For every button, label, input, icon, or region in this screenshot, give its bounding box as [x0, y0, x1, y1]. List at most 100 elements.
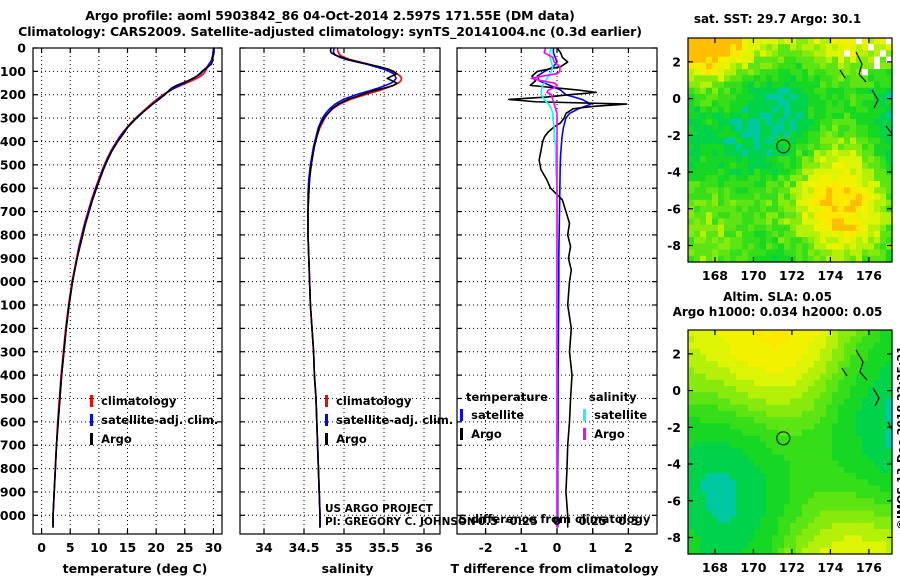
- map-cell: [850, 193, 857, 201]
- map-cell: [730, 44, 737, 52]
- map-cell: [820, 361, 827, 368]
- sst-map[interactable]: 168 170 172 174 176 2 0 -2 -4 -6 -8: [660, 30, 898, 292]
- map-cell: [694, 44, 701, 52]
- map-cell: [784, 485, 791, 493]
- map-cell: [880, 174, 887, 182]
- map-cell: [736, 212, 743, 220]
- map-cell: [880, 367, 887, 375]
- map-cell: [754, 466, 761, 474]
- legend-label-s-argo: Argo: [594, 427, 625, 441]
- map-cell: [796, 162, 803, 170]
- map-cell: [772, 50, 779, 58]
- map-cell: [700, 535, 707, 543]
- map-cell: [862, 255, 869, 263]
- map-cell: [862, 336, 869, 344]
- map-cell: [826, 125, 833, 132]
- map-cell: [766, 535, 773, 543]
- map-cell: [880, 112, 887, 120]
- map-cell: [724, 485, 731, 493]
- map-cell: [706, 243, 713, 251]
- map-cell: [706, 50, 713, 58]
- map-cell: [748, 193, 755, 201]
- map-cell: [820, 112, 827, 120]
- map-cell: [814, 187, 821, 195]
- map-cell: [700, 504, 707, 512]
- map-cell: [706, 535, 713, 543]
- map-cell: [832, 379, 839, 387]
- argo-position-marker[interactable]: [776, 139, 791, 154]
- map-cell: [712, 230, 719, 238]
- map-cell: [760, 181, 767, 188]
- map-cell: [820, 162, 827, 170]
- map-cell: [718, 410, 725, 418]
- map-cell: [766, 212, 773, 220]
- map-cell: [742, 460, 749, 468]
- map-cell: [838, 112, 845, 120]
- y-tick-label: 500: [0, 157, 26, 172]
- map-cell: [778, 547, 785, 555]
- map-cell: [814, 69, 821, 76]
- map-cell: [742, 106, 749, 114]
- map-cell: [736, 491, 743, 499]
- map-cell: [832, 460, 839, 468]
- map-cell: [880, 156, 887, 164]
- map-cell: [772, 156, 779, 164]
- map-cell: [784, 243, 791, 251]
- map-cell: [850, 460, 857, 468]
- map-cell: [862, 361, 869, 368]
- map-cell: [700, 429, 707, 437]
- map-cell: [742, 516, 749, 524]
- map-cell: [778, 187, 785, 195]
- map-cell: [700, 224, 707, 232]
- map-cell: [862, 373, 869, 381]
- map-cell: [820, 150, 827, 157]
- map-cell: [844, 193, 851, 201]
- map-cell: [790, 106, 797, 114]
- map-cell: [718, 473, 725, 480]
- map-cell: [700, 143, 707, 151]
- map-cell: [826, 442, 833, 449]
- map-cell: [778, 330, 785, 337]
- x-tick-label: 1: [588, 540, 597, 555]
- map-cell: [862, 69, 869, 76]
- map-cell: [718, 460, 725, 468]
- map-cell: [760, 38, 767, 45]
- map-cell: [790, 522, 797, 530]
- map-cell: [706, 466, 713, 474]
- map-cell: [760, 361, 767, 368]
- map-cell: [832, 423, 839, 431]
- map-cell: [724, 348, 731, 356]
- map-cell: [760, 112, 767, 120]
- map-cell: [880, 199, 887, 207]
- map-cell: [718, 87, 725, 95]
- map-cell: [754, 547, 761, 555]
- map-cell: [832, 448, 839, 456]
- map-cell: [784, 50, 791, 58]
- map-cell: [784, 193, 791, 201]
- map-cell: [772, 100, 779, 108]
- map-cell: [688, 230, 695, 238]
- map-cell: [688, 69, 695, 76]
- map-cell: [730, 174, 737, 182]
- map-cell: [730, 398, 737, 406]
- map-cell: [856, 529, 863, 536]
- map-cell: [706, 224, 713, 232]
- sla-map[interactable]: 168 170 172 174 176 2 0 -2 -4 -6 -8: [660, 322, 898, 584]
- map-cell: [844, 336, 851, 344]
- map-cell: [856, 94, 863, 101]
- map-cell: [868, 255, 875, 263]
- map-cell: [826, 516, 833, 524]
- map-cell: [826, 454, 833, 462]
- map-cell: [880, 249, 887, 257]
- y-tick-label: 2000: [0, 508, 26, 523]
- map-cell: [838, 386, 845, 393]
- map-cell: [856, 541, 863, 549]
- map-cell: [760, 118, 767, 126]
- map-cell: [838, 187, 845, 195]
- argo-position-marker[interactable]: [776, 431, 791, 446]
- map-cell: [694, 379, 701, 387]
- legend-label-satellite-adj: satellite-adj. clim.: [336, 413, 454, 427]
- map-cell: [694, 212, 701, 220]
